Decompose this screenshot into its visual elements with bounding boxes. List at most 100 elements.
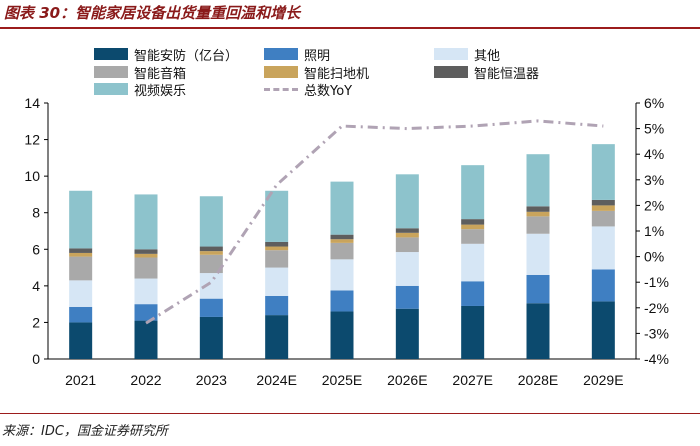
bar-segment-robot-vacuum (461, 224, 485, 230)
bar-segment-smart-security (526, 303, 550, 359)
legend-swatch-lighting (264, 48, 298, 60)
bar-segment-others (591, 226, 615, 270)
bar-segment-smart-security (461, 305, 485, 359)
bar-segment-lighting (134, 304, 158, 321)
bar-segment-video-entertainment (134, 194, 158, 250)
bar-segment-smart-thermostat (591, 199, 615, 206)
legend-others: 其他 (434, 47, 500, 64)
y-axis-labels: 0 2 4 6 8 10 12 14 -4% -3% -2% -1% 0% 1% 2% 3% 4% 5% 6% (24, 95, 668, 367)
legend-lighting: 照明 (264, 47, 330, 64)
bar-segment-video-entertainment (265, 190, 289, 242)
bar-segment-video-entertainment (395, 174, 419, 229)
bar-segment-lighting (330, 290, 354, 312)
bar-segment-smart-security (265, 315, 289, 359)
y-left-tick-label: 0 (32, 351, 40, 367)
bar-segment-video-entertainment (461, 165, 485, 220)
bar-segment-smart-security (591, 301, 615, 359)
y-right-tick-label: -2% (644, 300, 669, 316)
bar-segment-lighting (69, 306, 93, 323)
legend-swatch-yoy (264, 87, 298, 91)
bar-segment-smart-speaker (69, 256, 93, 281)
bar-segment-others (265, 267, 289, 296)
y-left-tick-label: 2 (32, 314, 40, 330)
bar-segment-video-entertainment (199, 196, 223, 247)
bar-segment-smart-speaker (395, 237, 419, 253)
bar-segment-robot-vacuum (395, 232, 419, 238)
footer-divider (0, 413, 700, 414)
bar-segment-smart-security (199, 316, 223, 359)
bar-segment-video-entertainment (69, 190, 93, 249)
bar-segment-smart-speaker (591, 210, 615, 227)
bar-segment-robot-vacuum (591, 205, 615, 211)
bar-segment-video-entertainment (526, 154, 550, 207)
x-tick-label: 2027E (452, 372, 492, 388)
legend-smart-thermostat: 智能恒温器 (434, 65, 539, 82)
bar-segment-lighting (199, 298, 223, 317)
yoy-line (145, 119, 604, 325)
y-right-tick-label: 5% (644, 121, 664, 137)
bar-segment-robot-vacuum (526, 211, 550, 217)
y-left-tick-label: 4 (32, 278, 40, 294)
legend-video-entertainment: 视频娱乐 (94, 82, 186, 99)
bar-segment-smart-thermostat (395, 228, 419, 233)
chart-title: 图表 30：智能家居设备出货量重回温和增长 (4, 4, 301, 22)
x-tick-label: 2029E (583, 372, 623, 388)
x-tick-label: 2028E (518, 372, 558, 388)
y-right-tick-label: 2% (644, 197, 664, 213)
bar-segment-robot-vacuum (199, 251, 223, 255)
bar-segment-smart-security (134, 320, 158, 359)
y-right-tick-label: 1% (644, 223, 664, 239)
legend-swatch-smart-speaker (94, 66, 128, 78)
bar-segment-video-entertainment (330, 181, 354, 235)
y-left-tick-label: 12 (24, 132, 40, 148)
bar-segment-smart-thermostat (199, 246, 223, 252)
source-note: 来源：IDC，国金证券研究所 (2, 424, 168, 439)
bar-segment-others (199, 273, 223, 299)
bar-segment-smart-security (395, 308, 419, 359)
bar-segment-smart-thermostat (134, 249, 158, 254)
bar-segment-smart-speaker (265, 250, 289, 268)
bar-segment-video-entertainment (591, 144, 615, 200)
x-tick-label: 2022 (130, 372, 161, 388)
legend-swatch-smart-security (94, 48, 128, 60)
bar-segment-smart-security (69, 322, 93, 359)
bar-segment-robot-vacuum (330, 239, 354, 243)
bar-segment-lighting (591, 269, 615, 302)
y-right-tick-label: -4% (644, 351, 669, 367)
bar-segment-smart-speaker (330, 242, 354, 260)
bar-segment-smart-thermostat (330, 234, 354, 240)
bar-segment-lighting (461, 281, 485, 306)
bar-segment-robot-vacuum (134, 253, 158, 258)
legend-swatch-video-entertainment (94, 83, 128, 95)
legend-yoy: 总数YoY (264, 82, 352, 99)
legend-label: 智能扫地机 (304, 66, 370, 82)
y-right-tick-label: -3% (644, 325, 669, 341)
legend-swatch-smart-thermostat (434, 66, 468, 78)
x-tick-label: 2021 (65, 372, 96, 388)
x-tick-label: 2024E (256, 372, 296, 388)
bar-segment-smart-thermostat (265, 241, 289, 247)
bar-segment-others (69, 280, 93, 307)
y-right-tick-label: -1% (644, 274, 669, 290)
bar-segment-others (134, 278, 158, 305)
bar-segment-others (461, 243, 485, 282)
bar-segment-lighting (395, 285, 419, 309)
legend-smart-security: 智能安防（亿台） (94, 47, 238, 64)
bar-segment-others (395, 252, 419, 286)
legend-swatch-others (434, 48, 468, 60)
y-left-tick-label: 14 (24, 95, 40, 111)
bar-segment-smart-speaker (461, 229, 485, 244)
bar-segment-smart-thermostat (461, 219, 485, 225)
bar-segment-smart-speaker (526, 216, 550, 234)
y-left-tick-label: 10 (24, 168, 40, 184)
y-left-tick-label: 8 (32, 205, 40, 221)
bar-segment-smart-speaker (199, 254, 223, 274)
x-tick-label: 2023 (196, 372, 227, 388)
bar-segment-lighting (265, 295, 289, 316)
bar-segment-robot-vacuum (265, 246, 289, 251)
x-tick-label: 2025E (322, 372, 362, 388)
bar-segment-smart-thermostat (69, 248, 93, 253)
bar-segment-smart-thermostat (526, 206, 550, 212)
bar-stacks (69, 144, 615, 359)
y-right-tick-label: 4% (644, 146, 664, 162)
